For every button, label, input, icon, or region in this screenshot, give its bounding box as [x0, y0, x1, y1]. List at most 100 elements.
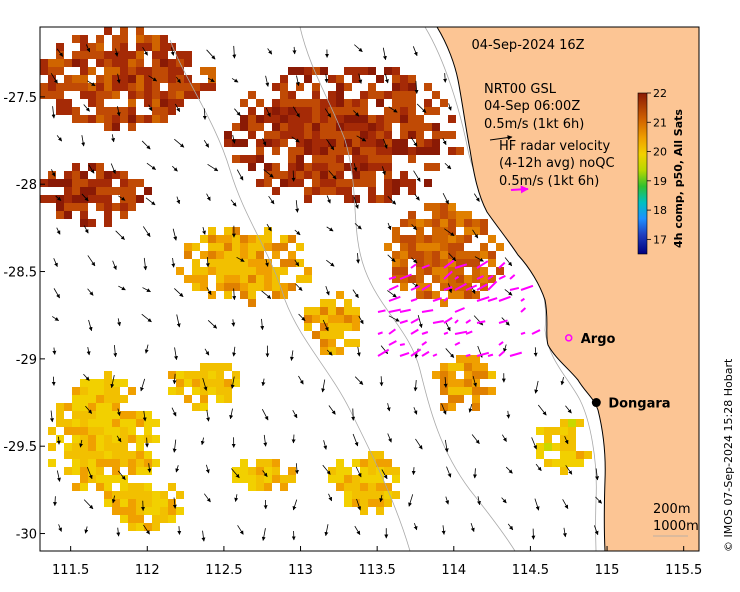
sst-pixel [112, 499, 120, 507]
sst-pixel [136, 51, 144, 59]
gsl-arrow [231, 468, 240, 479]
sst-pixel [72, 179, 80, 187]
sst-pixel [560, 435, 568, 443]
sst-pixel [384, 155, 392, 163]
sst-pixel [256, 99, 264, 107]
sst-pixel [464, 235, 472, 243]
gsl-arrow [328, 493, 333, 502]
sst-pixel [544, 443, 552, 451]
sst-pixel [376, 467, 384, 475]
gsl-arrow [353, 196, 359, 209]
sst-pixel [232, 235, 240, 243]
sst-pixel [120, 515, 128, 523]
sst-pixel [240, 235, 248, 243]
sst-pixel [288, 123, 296, 131]
sst-pixel [400, 83, 408, 91]
sst-pixel [280, 83, 288, 91]
sst-pixel [176, 371, 184, 379]
gsl-arrow [264, 259, 269, 267]
gsl-arrow [326, 139, 335, 151]
sst-pixel [440, 243, 448, 251]
gsl-arrow [110, 163, 116, 175]
gsl-arrow [174, 138, 185, 148]
gsl-arrow [262, 470, 268, 477]
sst-pixel [56, 107, 64, 115]
gsl-arrow [261, 409, 269, 421]
sst-pixel [128, 467, 136, 475]
hf-arrow [421, 350, 430, 357]
gsl-arrow [231, 134, 236, 144]
gsl-arrow [85, 44, 91, 53]
sst-pixel [96, 411, 104, 419]
gsl-arrow [265, 107, 271, 118]
sst-pixel [312, 131, 320, 139]
sst-pixel [96, 195, 104, 203]
sst-pixel [424, 83, 432, 91]
sst-pixel [416, 259, 424, 267]
sst-pixel [184, 379, 192, 387]
sst-pixel [200, 403, 208, 411]
x-tick-label: 112.5 [205, 563, 242, 578]
sst-pixel [312, 307, 320, 315]
sst-pixel [64, 467, 72, 475]
gsl-arrow [116, 435, 122, 443]
gsl-arrow [58, 524, 62, 532]
sst-pixel [192, 243, 200, 251]
sst-pixel [144, 523, 152, 531]
depth-label-200m: 200m [653, 502, 690, 517]
sst-pixel [288, 251, 296, 259]
sst-pixel [88, 195, 96, 203]
sst-pixel [104, 115, 112, 123]
gsl-arrow [88, 319, 93, 332]
sst-pixel [336, 171, 344, 179]
sst-pixel [88, 419, 96, 427]
sst-pixel [72, 419, 80, 427]
gsl-arrow [505, 466, 513, 474]
sst-pixel [152, 83, 160, 91]
sst-pixel [40, 195, 48, 203]
gsl-arrow [117, 470, 126, 481]
gsl-arrow [81, 193, 89, 202]
sst-pixel [104, 219, 112, 227]
sst-pixel [312, 123, 320, 131]
sst-pixel [424, 147, 432, 155]
sst-pixel [344, 107, 352, 115]
gsl-arrow [324, 108, 332, 118]
gsl-arrow [531, 437, 537, 450]
sst-pixel [448, 211, 456, 219]
hf-arrow [498, 350, 506, 357]
gsl-arrow [145, 197, 156, 206]
sst-pixel [96, 179, 104, 187]
sst-pixel [376, 475, 384, 483]
gsl-arrow [83, 104, 90, 112]
gsl-arrow [441, 525, 446, 535]
sst-pixel [80, 427, 88, 435]
sst-pixel [440, 251, 448, 259]
sst-pixel [400, 179, 408, 187]
sst-pixel [144, 451, 152, 459]
gsl-arrow [387, 195, 397, 205]
sst-pixel [264, 139, 272, 147]
gsl-arrow [595, 468, 600, 481]
gsl-arrow [356, 135, 367, 142]
sst-pixel [136, 419, 144, 427]
hf-arrow [487, 353, 494, 357]
sst-pixel [328, 179, 336, 187]
sst-pixel [224, 363, 232, 371]
gsl-arrow [414, 348, 419, 359]
gsl-arrow [351, 408, 356, 421]
sst-pixel [432, 131, 440, 139]
sst-pixel [544, 427, 552, 435]
sst-pixel [248, 251, 256, 259]
sst-pixel [144, 491, 152, 499]
sst-pixel [128, 387, 136, 395]
sst-pixel [80, 115, 88, 123]
sst-pixel [104, 371, 112, 379]
sst-pixel [312, 163, 320, 171]
sst-pixel [312, 179, 320, 187]
sst-pixel [72, 411, 80, 419]
sst-pixel [240, 467, 248, 475]
gsl-arrow [324, 524, 329, 537]
sst-pixel [360, 155, 368, 163]
sst-pixel [120, 475, 128, 483]
